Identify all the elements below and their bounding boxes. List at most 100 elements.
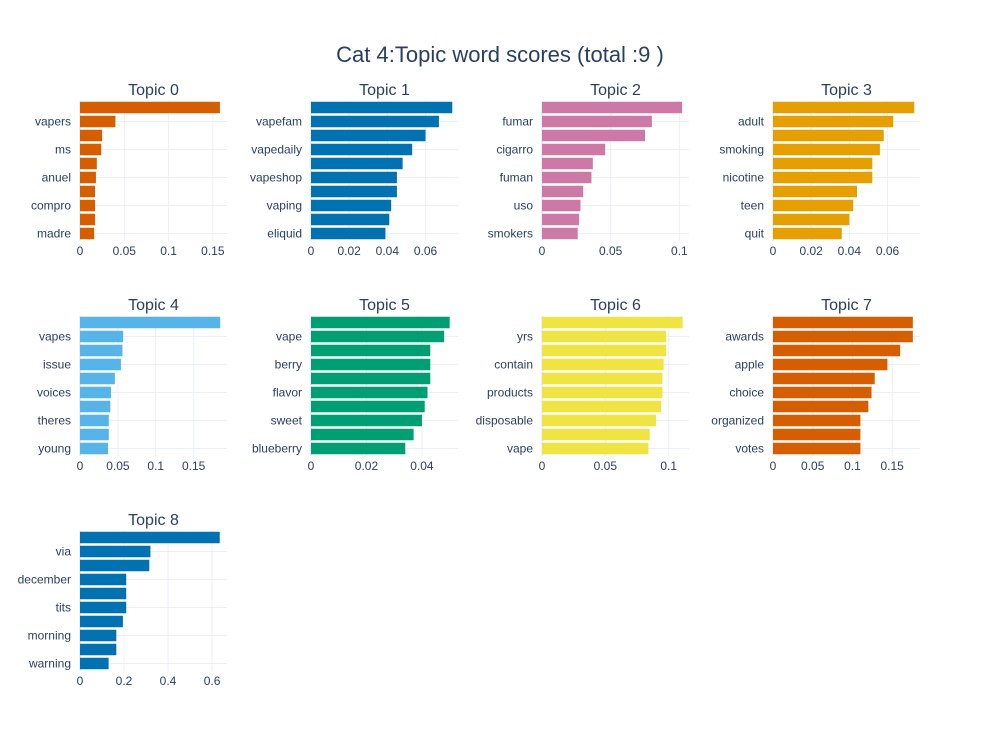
y-tick-label: berry <box>275 358 302 372</box>
x-tick-label: 0.04 <box>410 459 434 473</box>
y-tick-label: contain <box>494 358 533 372</box>
bar <box>542 157 593 170</box>
bar <box>773 185 857 198</box>
bar <box>773 414 861 427</box>
bar <box>773 316 913 329</box>
bar <box>773 372 875 385</box>
x-tick-label: 0.15 <box>182 459 206 473</box>
x-tick-label: 0.04 <box>376 244 400 258</box>
y-tick-label: apple <box>735 358 765 372</box>
bar <box>80 227 95 240</box>
y-tick-label: eliquid <box>267 227 302 241</box>
y-tick-label: votes <box>735 442 764 456</box>
bar <box>542 316 683 329</box>
y-tick-label: vapefam <box>256 115 302 129</box>
x-tick-label: 0.15 <box>201 244 225 258</box>
bar <box>80 372 115 385</box>
bar <box>773 157 873 170</box>
bar <box>542 442 649 455</box>
x-tick-label: 0.06 <box>876 244 900 258</box>
bar <box>80 587 127 600</box>
x-tick-label: 0 <box>308 459 315 473</box>
bar <box>80 157 97 170</box>
subplot-title: Topic 0 <box>128 82 179 99</box>
bar <box>542 428 650 441</box>
x-tick-label: 0.05 <box>106 459 130 473</box>
bar <box>311 442 406 455</box>
bar <box>80 601 127 614</box>
bar <box>773 129 884 142</box>
subplot-topic-0: vapers ms anuel compro madre 0 0.05 0.1 0.15 Topi… <box>31 82 227 258</box>
bar <box>80 428 109 441</box>
bar <box>542 101 683 114</box>
y-tick-label: choice <box>729 386 764 400</box>
x-tick-label: 0.2 <box>116 674 133 688</box>
x-tick-label: 0.02 <box>338 244 362 258</box>
bar <box>80 629 117 642</box>
bar <box>311 101 453 114</box>
subplot-topic-7: awards apple choice organized votes 0 0.05 0.1 0… <box>711 297 920 473</box>
bar <box>542 171 592 184</box>
subplot-title: Topic 7 <box>821 297 872 314</box>
bar <box>80 400 111 413</box>
bar <box>311 171 397 184</box>
x-tick-label: 0 <box>770 459 777 473</box>
bar <box>773 358 888 371</box>
bar <box>80 531 220 544</box>
y-tick-label: vapes <box>39 330 71 344</box>
bar <box>80 213 96 226</box>
y-tick-label: nicotine <box>723 171 765 185</box>
x-tick-label: 0.05 <box>113 244 137 258</box>
bar <box>80 171 96 184</box>
x-tick-label: 0.1 <box>660 459 677 473</box>
y-tick-label: yrs <box>517 330 533 344</box>
y-tick-label: organized <box>711 414 764 428</box>
bar <box>80 129 103 142</box>
y-tick-label: fumar <box>502 115 533 129</box>
bar <box>80 199 96 212</box>
bar <box>773 115 894 128</box>
bar <box>80 573 127 586</box>
y-tick-label: young <box>38 442 71 456</box>
bar <box>80 442 109 455</box>
bar <box>773 171 873 184</box>
bar <box>542 115 652 128</box>
y-tick-label: anuel <box>42 171 71 185</box>
x-tick-label: 0.1 <box>160 244 177 258</box>
bar <box>80 115 116 128</box>
x-tick-label: 0.02 <box>800 244 824 258</box>
y-tick-label: smoking <box>719 143 764 157</box>
y-tick-label: warning <box>28 657 71 671</box>
bar <box>80 615 123 628</box>
bar <box>542 358 664 371</box>
bar <box>311 115 439 128</box>
subplot-title: Topic 5 <box>359 297 410 314</box>
bar <box>542 344 667 357</box>
bar <box>311 316 450 329</box>
bar <box>542 129 646 142</box>
y-tick-label: sweet <box>271 414 303 428</box>
y-tick-label: quit <box>745 227 765 241</box>
y-tick-label: blueberry <box>252 442 302 456</box>
bar <box>80 643 117 656</box>
subplot-title: Topic 1 <box>359 82 410 99</box>
subplot-topic-3: adult smoking nicotine teen quit 0 0.02 0.04 0.0… <box>719 82 920 258</box>
bar <box>773 101 915 114</box>
y-tick-label: smokers <box>488 227 533 241</box>
bar <box>311 213 390 226</box>
x-tick-label: 0.6 <box>204 674 221 688</box>
subplot-title: Topic 8 <box>128 512 179 529</box>
y-tick-label: theres <box>38 414 71 428</box>
subplot-title: Topic 6 <box>590 297 641 314</box>
x-tick-label: 0 <box>77 674 84 688</box>
bar <box>311 157 403 170</box>
y-tick-label: adult <box>738 115 765 129</box>
y-tick-label: morning <box>28 629 71 643</box>
y-tick-label: products <box>487 386 533 400</box>
bar <box>311 414 422 427</box>
y-tick-label: disposable <box>476 414 534 428</box>
y-tick-label: vapeshop <box>250 171 302 185</box>
bar <box>80 414 109 427</box>
bar <box>773 199 854 212</box>
